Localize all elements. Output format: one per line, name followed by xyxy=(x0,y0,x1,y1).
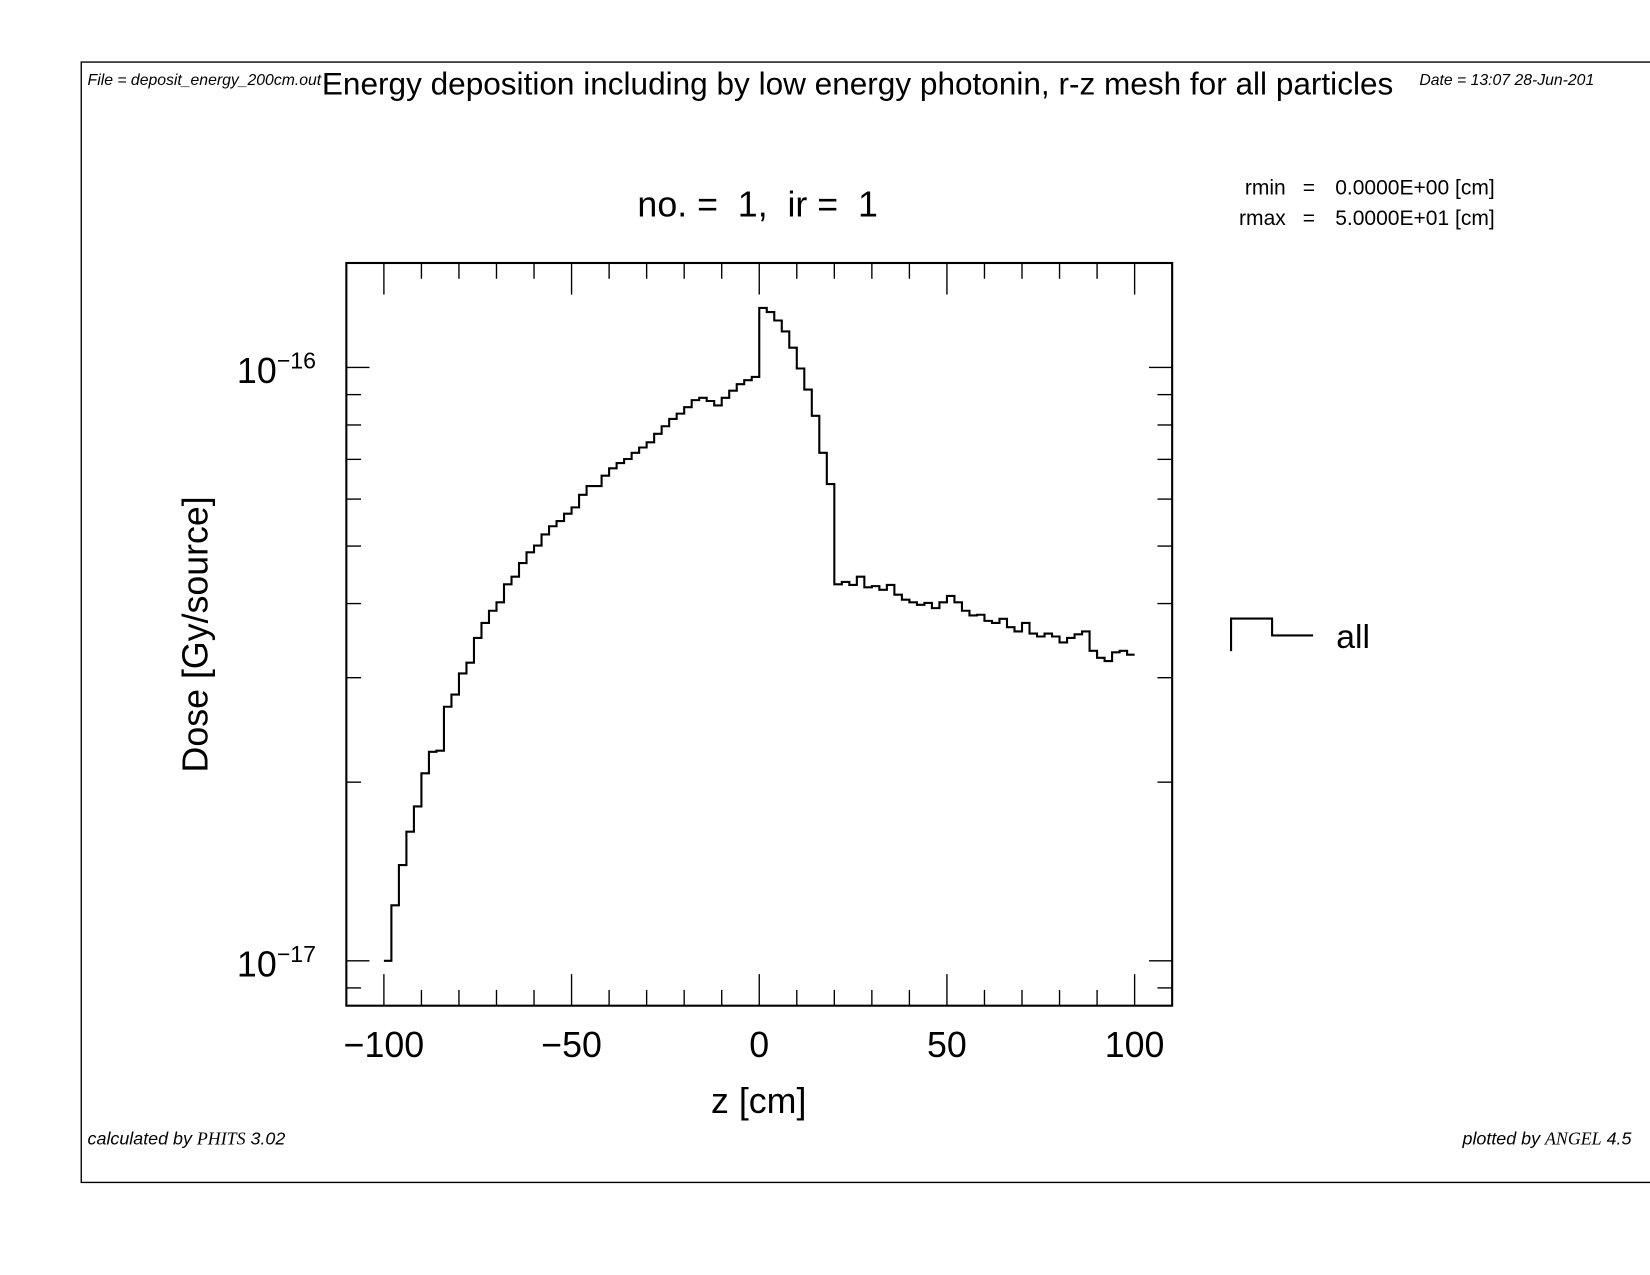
info-rmin-value: 0.0000E+00 [cm] xyxy=(1335,177,1494,200)
info-rmax-eq: = xyxy=(1303,207,1315,230)
info-rmax-value: 5.0000E+01 [cm] xyxy=(1335,207,1494,230)
y-tick-labels: 10−16 10−17 xyxy=(237,348,316,985)
info-rmin-label: rmin xyxy=(1245,177,1286,200)
footer-calculated-by: calculated by PHITS 3.02 xyxy=(88,1129,286,1149)
info-block: rmin = 0.0000E+00 [cm] rmax = 5.0000E+01… xyxy=(1239,177,1495,231)
x-tick-label: 100 xyxy=(1105,1025,1165,1065)
x-tick-labels: −100 −50 0 50 100 xyxy=(344,1025,1165,1065)
page-frame xyxy=(80,61,1650,1184)
x-tick-label: 50 xyxy=(927,1025,967,1065)
chart-subtitle: no. = 1, ir = 1 xyxy=(637,185,877,225)
x-tick-label: −100 xyxy=(344,1025,425,1065)
y-tick-label: 10−17 xyxy=(237,941,316,985)
footer-plotted-by: plotted by ANGEL 4.5 xyxy=(1462,1129,1632,1149)
info-rmax-label: rmax xyxy=(1239,207,1286,230)
legend: all xyxy=(1230,617,1370,656)
y-tick-label: 10−16 xyxy=(237,348,316,392)
legend-label-all: all xyxy=(1336,619,1370,656)
legend-symbol xyxy=(1230,617,1314,652)
chart-title: Energy deposition including by low energ… xyxy=(322,66,1393,102)
y-axis-label: Dose [Gy/source] xyxy=(175,496,215,772)
date-label: Date = 13:07 28-Jun-201 xyxy=(1419,72,1594,89)
x-tick-label: −50 xyxy=(541,1025,602,1065)
axis-ticks xyxy=(345,262,1173,1006)
x-tick-label: 0 xyxy=(749,1025,769,1065)
series-all-line xyxy=(383,306,1135,962)
file-label: File = deposit_energy_200cm.out xyxy=(88,72,322,89)
x-axis-label: z [cm] xyxy=(711,1081,806,1121)
info-rmin-eq: = xyxy=(1303,177,1315,200)
